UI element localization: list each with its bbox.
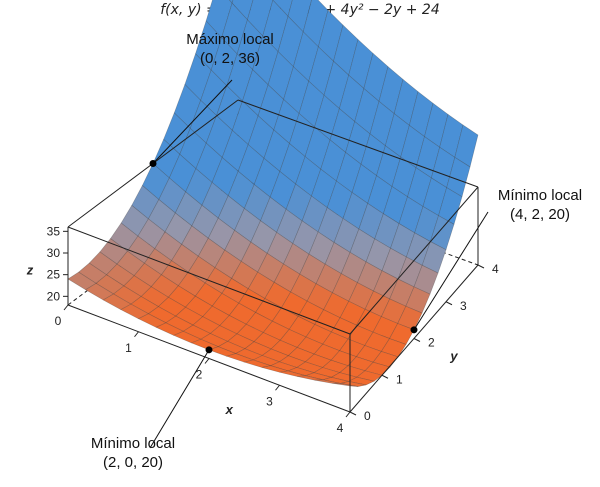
surface — [67, 0, 479, 387]
x-tick-label: 2 — [196, 368, 203, 382]
x-tick-mark — [345, 411, 351, 418]
box-edge-top-front — [67, 226, 351, 335]
annotation-min-right: Mínimo local (4, 2, 20) — [480, 186, 600, 224]
axis-ticks: 0 1 2 3 4 0 1 2 3 4 20 25 30 35 x y z — [26, 224, 499, 435]
surface-patch — [332, 383, 359, 387]
box-edge-top-right — [349, 186, 479, 335]
x-tick-label: 4 — [337, 421, 344, 435]
z-tick-label: 35 — [47, 224, 61, 238]
annotation-max: Máximo local (0, 2, 36) — [160, 30, 300, 68]
annotation-min-bottom-label: Mínimo local — [90, 435, 176, 452]
equation-lhs: f(x, y) — [160, 2, 202, 18]
annotation-min-bottom-coords: (2, 0, 20) — [102, 454, 164, 471]
y-tick-mark — [413, 338, 421, 342]
leader-line — [152, 79, 233, 164]
critical-point — [205, 346, 213, 354]
annotation-max-coords: (0, 2, 36) — [199, 50, 261, 67]
surface-patch — [429, 215, 455, 251]
y-tick-label: 3 — [460, 299, 467, 313]
x-tick-label: 3 — [266, 394, 273, 408]
x-tick-mark — [204, 358, 210, 364]
y-tick-mark — [477, 264, 485, 269]
y-tick-label: 0 — [364, 409, 371, 423]
y-tick-mark — [445, 301, 453, 306]
annotation-min-bottom: Mínimo local (2, 0, 20) — [68, 434, 198, 472]
z-tick-label: 30 — [47, 246, 61, 260]
critical-point — [149, 160, 157, 167]
surface-patch — [228, 0, 234, 4]
y-tick-mark — [349, 411, 357, 416]
annotation-points — [149, 79, 489, 449]
annotation-min-right-label: Mínimo local — [497, 187, 583, 204]
y-tick-label: 1 — [396, 372, 403, 386]
x-tick-label: 0 — [55, 314, 62, 328]
leader-line — [149, 349, 210, 449]
y-tick-label: 2 — [428, 336, 435, 350]
y-axis-label: y — [449, 349, 458, 364]
surface-patch — [380, 338, 407, 358]
critical-point — [410, 326, 418, 334]
box-edge-top-back — [237, 99, 479, 188]
x-tick-mark — [134, 331, 139, 338]
z-axis-label: z — [26, 263, 34, 278]
x-tick-label: 1 — [125, 341, 132, 355]
z-tick-label: 25 — [47, 268, 61, 282]
leader-line — [413, 211, 489, 331]
x-tick-mark — [63, 304, 69, 311]
x-axis-label: x — [225, 402, 234, 417]
y-tick-label: 4 — [492, 262, 499, 276]
z-tick-label: 20 — [47, 289, 61, 303]
annotation-max-label: Máximo local — [186, 31, 274, 48]
annotation-min-right-coords: (4, 2, 20) — [509, 206, 571, 223]
x-tick-mark — [275, 384, 280, 391]
y-tick-mark — [381, 374, 389, 379]
